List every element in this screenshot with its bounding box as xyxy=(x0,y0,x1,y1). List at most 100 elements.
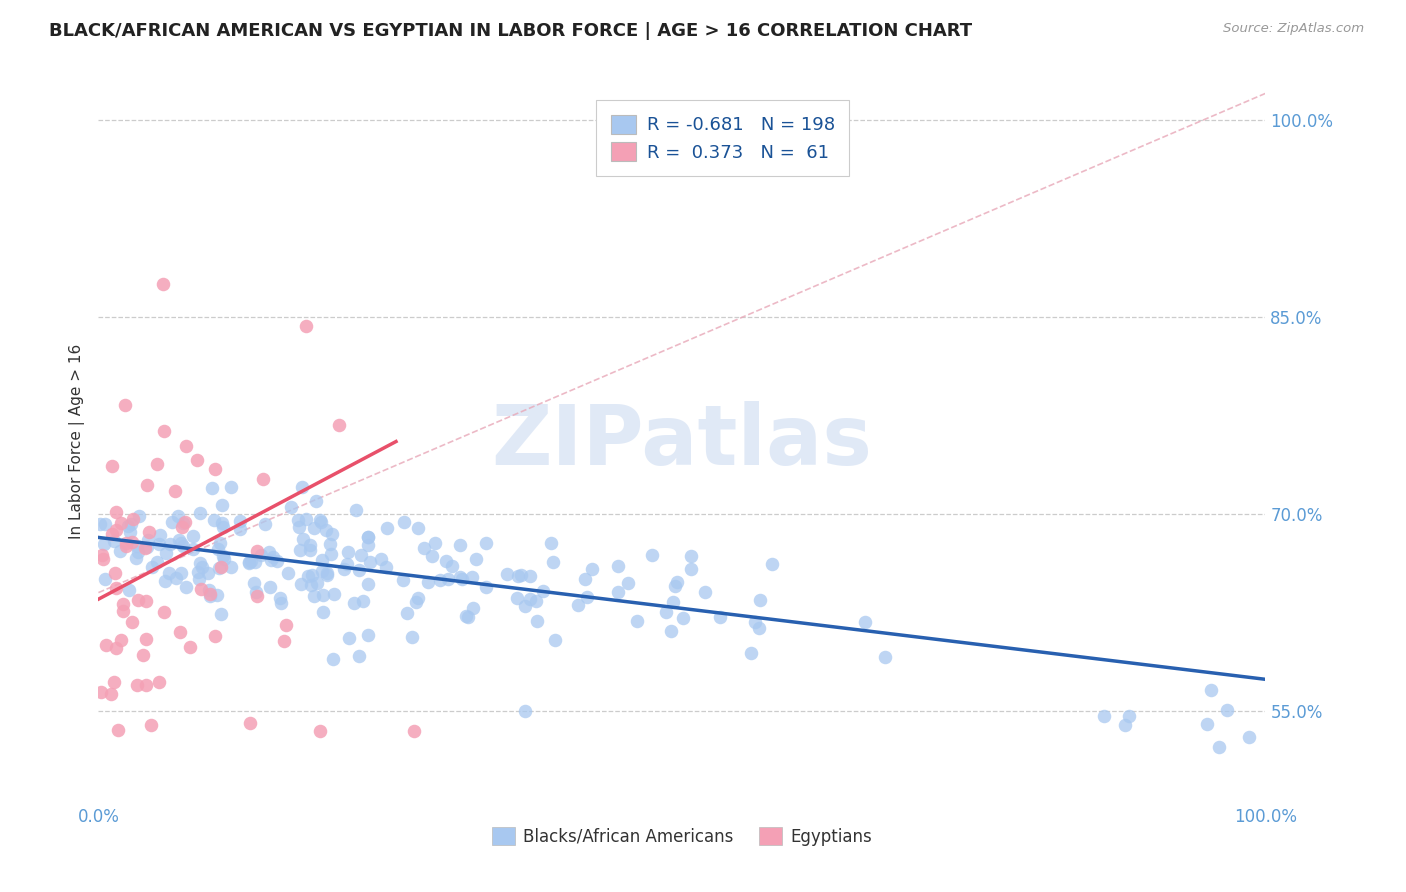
Point xyxy=(540,536,562,550)
Point xyxy=(749,592,772,607)
Point xyxy=(299,578,322,592)
Point xyxy=(359,555,381,569)
Text: ZIPatlas: ZIPatlas xyxy=(492,401,872,482)
Point xyxy=(416,575,439,590)
Point xyxy=(207,541,229,556)
Point xyxy=(1197,717,1219,731)
Point xyxy=(375,560,398,574)
Point xyxy=(169,533,191,548)
Point xyxy=(103,534,125,549)
Point xyxy=(332,562,354,576)
Point xyxy=(141,559,163,574)
Point xyxy=(104,641,127,656)
Point xyxy=(179,640,201,654)
Point xyxy=(744,615,766,630)
Point xyxy=(105,524,128,538)
Point xyxy=(392,573,415,587)
Point xyxy=(136,540,159,554)
Point xyxy=(626,614,648,628)
Point xyxy=(198,582,221,597)
Point xyxy=(104,505,127,519)
Point xyxy=(101,458,124,473)
Point xyxy=(135,477,157,491)
Point xyxy=(544,633,567,648)
Point xyxy=(531,583,554,598)
Point xyxy=(541,555,564,569)
Point xyxy=(695,585,717,599)
Point xyxy=(170,566,193,581)
Point xyxy=(316,567,339,582)
Point xyxy=(519,592,541,607)
Point xyxy=(94,638,117,652)
Point xyxy=(103,674,125,689)
Point xyxy=(853,615,876,629)
Point xyxy=(148,675,170,690)
Point xyxy=(434,553,457,567)
Point xyxy=(115,536,138,550)
Point xyxy=(375,521,398,535)
Point xyxy=(437,572,460,586)
Point xyxy=(273,634,295,648)
Point xyxy=(315,566,337,580)
Point xyxy=(120,524,142,539)
Point xyxy=(357,530,380,544)
Point xyxy=(1199,683,1222,698)
Point xyxy=(526,614,548,628)
Point xyxy=(311,553,333,567)
Point xyxy=(475,536,498,550)
Point xyxy=(761,557,783,571)
Point xyxy=(110,543,132,558)
Point xyxy=(204,462,226,476)
Point xyxy=(246,590,269,604)
Point xyxy=(262,549,284,564)
Point xyxy=(114,539,136,553)
Point xyxy=(163,483,186,498)
Point xyxy=(321,547,343,561)
Point xyxy=(260,553,283,567)
Point xyxy=(574,572,596,586)
Point xyxy=(138,524,160,539)
Point xyxy=(659,624,682,638)
Point xyxy=(128,509,150,524)
Point xyxy=(425,535,447,549)
Point xyxy=(100,526,122,541)
Point xyxy=(153,605,176,619)
Point xyxy=(219,560,242,574)
Point xyxy=(581,562,603,576)
Point xyxy=(245,585,267,599)
Point xyxy=(357,529,380,543)
Point xyxy=(461,570,484,584)
Point xyxy=(211,516,233,530)
Point xyxy=(228,514,250,528)
Point xyxy=(169,625,191,640)
Point xyxy=(709,610,731,624)
Point xyxy=(127,545,149,559)
Point xyxy=(309,515,332,529)
Point xyxy=(274,618,297,632)
Y-axis label: In Labor Force | Age > 16: In Labor Force | Age > 16 xyxy=(69,344,84,539)
Point xyxy=(186,453,208,467)
Point xyxy=(105,581,128,595)
Point xyxy=(1237,730,1260,744)
Point xyxy=(89,685,111,699)
Point xyxy=(1118,709,1140,723)
Point xyxy=(172,516,194,530)
Point xyxy=(89,517,111,532)
Point xyxy=(211,498,233,512)
Point xyxy=(291,480,314,494)
Point xyxy=(1092,708,1115,723)
Point xyxy=(93,537,115,551)
Point xyxy=(208,536,231,550)
Point xyxy=(270,597,292,611)
Point xyxy=(135,594,157,608)
Point xyxy=(413,541,436,556)
Legend: Blacks/African Americans, Egyptians: Blacks/African Americans, Egyptians xyxy=(485,821,879,852)
Point xyxy=(238,555,260,569)
Point xyxy=(246,544,269,558)
Point xyxy=(122,511,145,525)
Point xyxy=(198,587,221,601)
Point xyxy=(305,576,328,591)
Point xyxy=(250,548,273,562)
Point xyxy=(132,648,155,662)
Point xyxy=(664,579,686,593)
